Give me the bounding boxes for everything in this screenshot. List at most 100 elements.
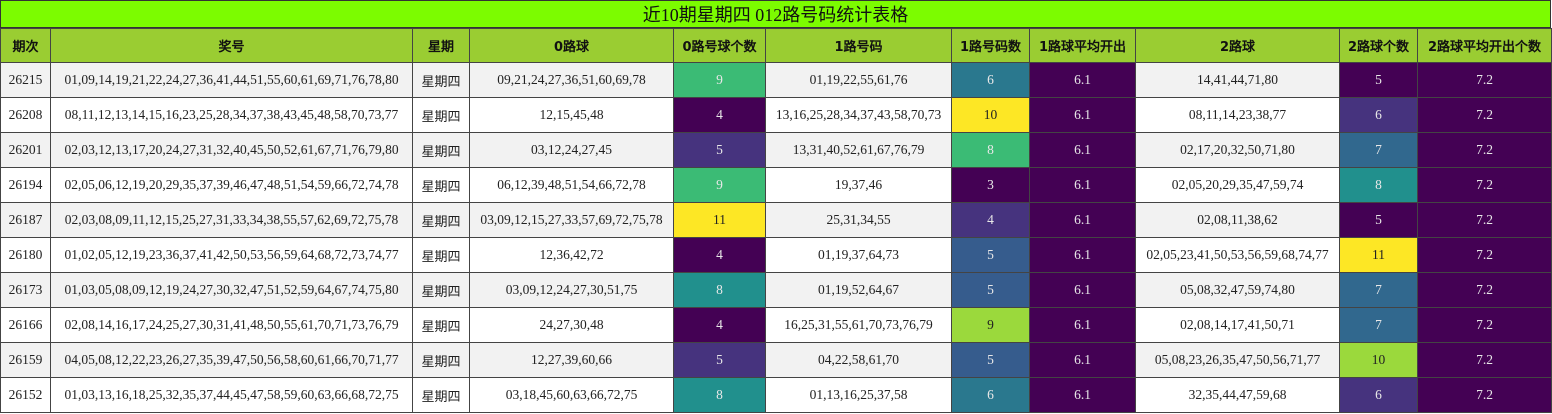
cell-route1-count: 4: [951, 202, 1030, 238]
cell-route2-avg: 7.2: [1417, 62, 1552, 98]
cell-route2: 02,08,14,17,41,50,71: [1135, 307, 1340, 343]
cell-route2: 05,08,32,47,59,74,80: [1135, 272, 1340, 308]
table-row: 26173 01,03,05,08,09,12,19,24,27,30,32,47…: [0, 272, 1552, 308]
cell-numbers: 02,03,12,13,17,20,24,27,31,32,40,45,50,5…: [50, 132, 413, 168]
cell-route2: 05,08,23,26,35,47,50,56,71,77: [1135, 342, 1340, 378]
header-cell-route2-avg: 2路球平均开出个数: [1417, 28, 1552, 63]
cell-numbers: 01,03,13,16,18,25,32,35,37,44,45,47,58,5…: [50, 377, 413, 413]
cell-route2-count: 7: [1339, 272, 1418, 308]
cell-weekday: 星期四: [412, 97, 470, 133]
cell-numbers: 01,02,05,12,19,23,36,37,41,42,50,53,56,5…: [50, 237, 413, 273]
cell-route1-count: 9: [951, 307, 1030, 343]
cell-route1-avg: 6.1: [1029, 377, 1136, 413]
header-cell-route1-count: 1路号码数: [951, 28, 1030, 63]
cell-route2-count: 5: [1339, 62, 1418, 98]
cell-route1-avg: 6.1: [1029, 202, 1136, 238]
cell-route1: 16,25,31,55,61,70,73,76,79: [765, 307, 952, 343]
cell-route1: 19,37,46: [765, 167, 952, 203]
table-row: 26208 08,11,12,13,14,15,16,23,25,28,34,37…: [0, 97, 1552, 133]
cell-issue: 26208: [0, 97, 51, 133]
cell-issue: 26166: [0, 307, 51, 343]
cell-route0-count: 8: [673, 272, 766, 308]
cell-route0-count: 5: [673, 132, 766, 168]
cell-route0: 12,36,42,72: [469, 237, 674, 273]
header-cell-issue: 期次: [0, 28, 51, 63]
header-row: 期次 奖号 星期 0路球 0路号球个数 1路号码 1路号码数 1路球平均开出 2…: [0, 28, 1552, 63]
cell-issue: 26159: [0, 342, 51, 378]
header-cell-route0: 0路球: [469, 28, 674, 63]
table-row: 26201 02,03,12,13,17,20,24,27,31,32,40,45…: [0, 132, 1552, 168]
cell-route0: 03,18,45,60,63,66,72,75: [469, 377, 674, 413]
cell-numbers: 02,08,14,16,17,24,25,27,30,31,41,48,50,5…: [50, 307, 413, 343]
cell-route1: 13,16,25,28,34,37,43,58,70,73: [765, 97, 952, 133]
cell-route0: 09,21,24,27,36,51,60,69,78: [469, 62, 674, 98]
cell-route1: 01,19,52,64,67: [765, 272, 952, 308]
cell-route1-avg: 6.1: [1029, 237, 1136, 273]
cell-route2-count: 6: [1339, 97, 1418, 133]
cell-route1-avg: 6.1: [1029, 272, 1136, 308]
cell-route0: 03,09,12,24,27,30,51,75: [469, 272, 674, 308]
cell-route2-avg: 7.2: [1417, 307, 1552, 343]
cell-route1-count: 6: [951, 62, 1030, 98]
cell-route2-count: 7: [1339, 132, 1418, 168]
cell-numbers: 01,03,05,08,09,12,19,24,27,30,32,47,51,5…: [50, 272, 413, 308]
cell-route0-count: 9: [673, 167, 766, 203]
cell-route0: 03,09,12,15,27,33,57,69,72,75,78: [469, 202, 674, 238]
cell-route1-count: 3: [951, 167, 1030, 203]
cell-route0: 12,15,45,48: [469, 97, 674, 133]
cell-route2: 02,05,23,41,50,53,56,59,68,74,77: [1135, 237, 1340, 273]
cell-numbers: 04,05,08,12,22,23,26,27,35,39,47,50,56,5…: [50, 342, 413, 378]
cell-weekday: 星期四: [412, 167, 470, 203]
cell-route1: 01,19,37,64,73: [765, 237, 952, 273]
cell-route0-count: 11: [673, 202, 766, 238]
cell-route2-count: 10: [1339, 342, 1418, 378]
cell-route2-avg: 7.2: [1417, 237, 1552, 273]
cell-route2: 02,05,20,29,35,47,59,74: [1135, 167, 1340, 203]
cell-route1-avg: 6.1: [1029, 132, 1136, 168]
sheet-title: 近10期星期四 012路号码统计表格: [0, 0, 1551, 28]
table-row: 26166 02,08,14,16,17,24,25,27,30,31,41,48…: [0, 307, 1552, 343]
header-cell-numbers: 奖号: [50, 28, 413, 63]
cell-numbers: 01,09,14,19,21,22,24,27,36,41,44,51,55,6…: [50, 62, 413, 98]
cell-route1-avg: 6.1: [1029, 62, 1136, 98]
cell-route0: 03,12,24,27,45: [469, 132, 674, 168]
table-row: 26159 04,05,08,12,22,23,26,27,35,39,47,50…: [0, 342, 1552, 378]
cell-issue: 26173: [0, 272, 51, 308]
cell-weekday: 星期四: [412, 62, 470, 98]
cell-numbers: 08,11,12,13,14,15,16,23,25,28,34,37,38,4…: [50, 97, 413, 133]
cell-issue: 26215: [0, 62, 51, 98]
cell-issue: 26194: [0, 167, 51, 203]
cell-route2-count: 8: [1339, 167, 1418, 203]
cell-weekday: 星期四: [412, 272, 470, 308]
cell-route0: 06,12,39,48,51,54,66,72,78: [469, 167, 674, 203]
cell-route2-count: 5: [1339, 202, 1418, 238]
cell-route0-count: 4: [673, 97, 766, 133]
cell-route1: 01,13,16,25,37,58: [765, 377, 952, 413]
cell-route1-avg: 6.1: [1029, 167, 1136, 203]
cell-route2-count: 11: [1339, 237, 1418, 273]
cell-numbers: 02,05,06,12,19,20,29,35,37,39,46,47,48,5…: [50, 167, 413, 203]
cell-route2: 02,17,20,32,50,71,80: [1135, 132, 1340, 168]
cell-route1-avg: 6.1: [1029, 342, 1136, 378]
cell-route2-count: 7: [1339, 307, 1418, 343]
cell-route0-count: 8: [673, 377, 766, 413]
cell-route2-avg: 7.2: [1417, 132, 1552, 168]
cell-route0: 24,27,30,48: [469, 307, 674, 343]
cell-route1-count: 6: [951, 377, 1030, 413]
cell-route2: 08,11,14,23,38,77: [1135, 97, 1340, 133]
cell-route2-avg: 7.2: [1417, 167, 1552, 203]
cell-issue: 26201: [0, 132, 51, 168]
header-cell-weekday: 星期: [412, 28, 470, 63]
cell-issue: 26152: [0, 377, 51, 413]
cell-route1: 01,19,22,55,61,76: [765, 62, 952, 98]
table-row: 26152 01,03,13,16,18,25,32,35,37,44,45,47…: [0, 377, 1552, 413]
cell-route2-avg: 7.2: [1417, 342, 1552, 378]
cell-route2-avg: 7.2: [1417, 377, 1552, 413]
header-cell-route1: 1路号码: [765, 28, 952, 63]
cell-route2: 02,08,11,38,62: [1135, 202, 1340, 238]
cell-route1-count: 10: [951, 97, 1030, 133]
cell-weekday: 星期四: [412, 307, 470, 343]
cell-weekday: 星期四: [412, 237, 470, 273]
header-cell-route2-count: 2路球个数: [1339, 28, 1418, 63]
cell-route2-avg: 7.2: [1417, 272, 1552, 308]
